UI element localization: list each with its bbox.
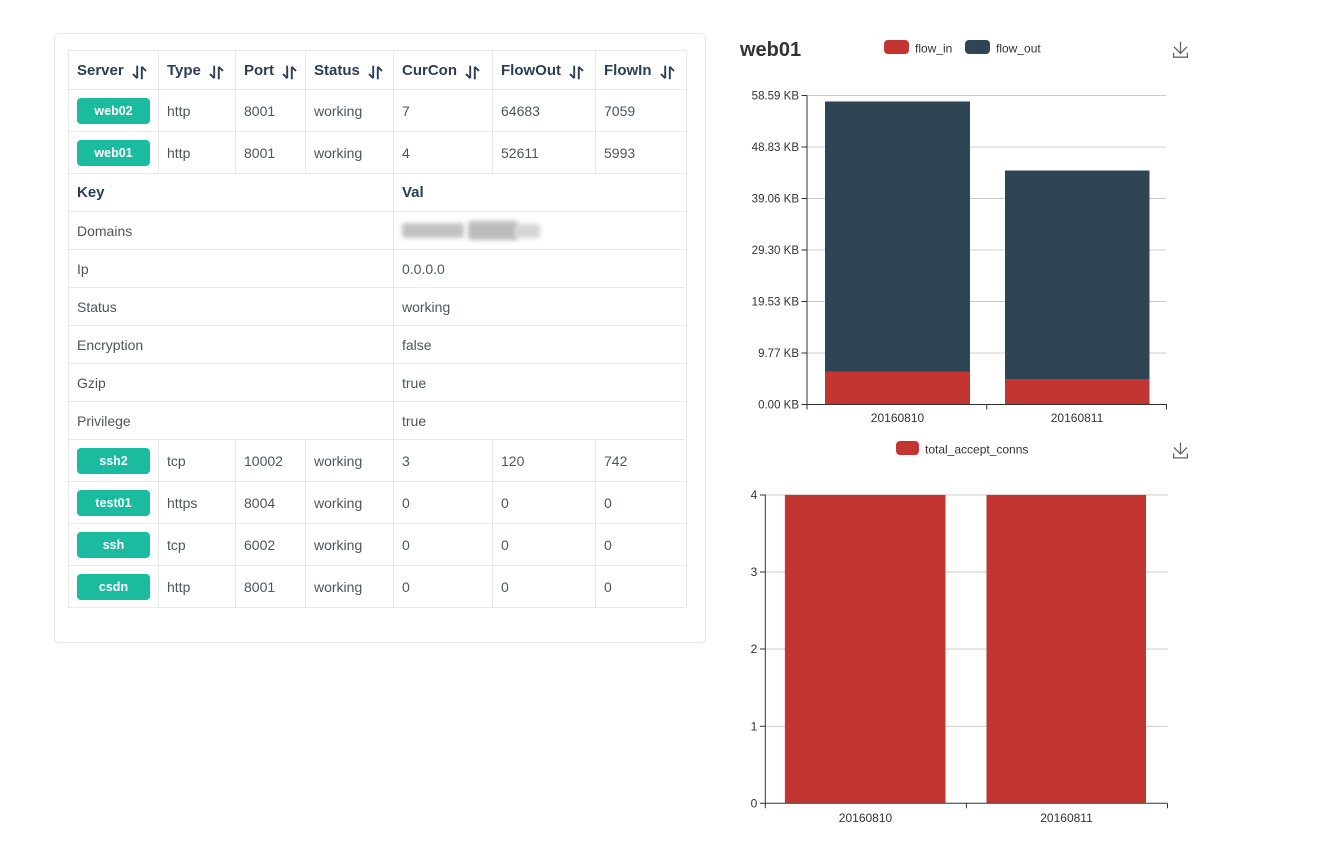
svg-text:20160811: 20160811 [1051,411,1104,425]
svg-text:4: 4 [751,488,758,502]
svg-text:19.53 KB: 19.53 KB [752,297,800,309]
svg-text:flow_out: flow_out [996,42,1041,56]
svg-text:39.06 KB: 39.06 KB [752,194,800,206]
svg-text:web01: web01 [739,39,801,61]
svg-text:3: 3 [751,565,758,579]
svg-text:20160810: 20160810 [871,411,925,425]
svg-text:48.83 KB: 48.83 KB [752,142,800,154]
svg-text:29.30 KB: 29.30 KB [752,245,800,257]
svg-text:2: 2 [751,642,758,656]
svg-text:total_accept_conns: total_accept_conns [925,442,1028,456]
svg-text:20160811: 20160811 [1040,811,1093,825]
svg-text:9.77 KB: 9.77 KB [758,348,799,360]
svg-text:0.00 KB: 0.00 KB [758,400,799,412]
svg-text:58.59 KB: 58.59 KB [752,91,800,103]
svg-text:20160810: 20160810 [839,811,893,825]
svg-text:1: 1 [751,719,758,733]
svg-text:flow_in: flow_in [915,42,952,56]
svg-text:0: 0 [751,796,758,810]
